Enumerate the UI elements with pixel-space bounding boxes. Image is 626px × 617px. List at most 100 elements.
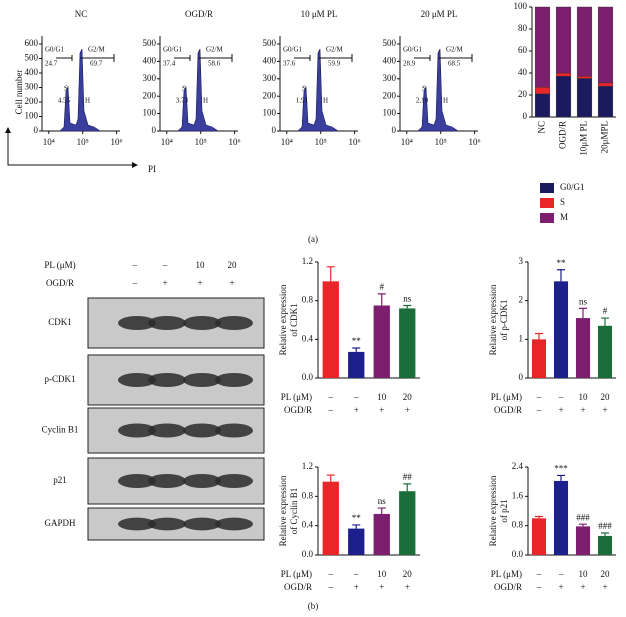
- gate-label: G0/G1: [45, 46, 65, 54]
- row-label: PL (μM): [491, 392, 522, 402]
- gate-label: G2/M: [206, 46, 224, 54]
- annotation: ###: [598, 521, 612, 531]
- error-bar: [352, 347, 361, 352]
- pl-cell: 10: [579, 569, 589, 579]
- bar-segment: [597, 82, 614, 87]
- ogd-cell: +: [379, 405, 384, 415]
- lane-label: +: [197, 278, 202, 288]
- pl-cell: –: [353, 392, 359, 402]
- bar-segment: [534, 93, 551, 118]
- row-label: PL (μM): [44, 260, 75, 270]
- y-tick-label: 100: [383, 108, 397, 118]
- x-tick-label: 10⁴: [281, 137, 293, 147]
- bar: [373, 305, 390, 378]
- histogram: [177, 48, 219, 132]
- error-bar: [557, 269, 565, 282]
- y-tick-label: 0: [392, 125, 397, 135]
- bar-segment: [534, 6, 551, 88]
- row-label: OGD/R: [284, 582, 312, 592]
- x-tick-label: 10⁶: [111, 137, 123, 147]
- y-tick-label: 0.0: [302, 549, 314, 559]
- y-tick-label: 100: [143, 108, 157, 118]
- y-axis-label: Relative expression: [278, 284, 288, 355]
- h-label: H: [203, 97, 208, 105]
- bar: [399, 308, 416, 378]
- bar: [553, 480, 569, 555]
- bar: [348, 528, 365, 555]
- band: [118, 373, 156, 387]
- bar-segment: [555, 72, 572, 77]
- y-tick-label: 1: [519, 333, 524, 343]
- s-label: S: [422, 85, 426, 93]
- bar-segment: [576, 76, 593, 79]
- y-axis-label: Relative expression: [488, 475, 498, 546]
- x-tick-label: 10⁴: [161, 137, 173, 147]
- x-tick-label: 10⁴: [401, 137, 413, 147]
- error-bar: [377, 293, 386, 306]
- gate-label: G0/G1: [403, 46, 423, 54]
- lane-label: +: [229, 278, 234, 288]
- gate-value: 37.4: [163, 60, 176, 68]
- annotation: **: [352, 513, 362, 523]
- s-value: 3.73: [176, 97, 189, 105]
- y-tick-label: 0: [523, 111, 528, 121]
- error-bar: [326, 266, 335, 282]
- h-label: H: [85, 97, 90, 105]
- annotation: ***: [554, 463, 568, 473]
- y-tick-label: 500: [25, 53, 39, 63]
- y-tick-label: 300: [383, 73, 397, 83]
- panel-title: 20 μM PL: [421, 9, 458, 19]
- lane-label: –: [162, 260, 168, 270]
- y-axis-label: of Cyclin B1: [289, 488, 299, 535]
- gate-label: G2/M: [446, 46, 464, 54]
- band: [183, 474, 221, 488]
- y-tick-label: 400: [25, 67, 39, 77]
- y-tick-label: 40: [518, 67, 528, 77]
- y-tick-label: 300: [25, 82, 39, 92]
- bar-segment: [555, 76, 572, 118]
- band: [148, 517, 186, 531]
- pl-cell: 10: [579, 392, 589, 402]
- s-value: 4.55: [58, 97, 71, 105]
- gate: [56, 54, 115, 62]
- x-tick-label: 10⁵: [195, 137, 207, 147]
- pl-cell: –: [558, 392, 564, 402]
- y-axis-label: of p-CDK1: [499, 300, 509, 341]
- bar-segment: [576, 6, 593, 77]
- row-label: PL (μM): [281, 569, 312, 579]
- bar: [531, 339, 547, 378]
- ogd-cell: –: [328, 405, 334, 415]
- row-label: OGD/R: [284, 405, 312, 415]
- gate-value: 69.7: [90, 60, 103, 68]
- x-tick-label: 20μMPL: [600, 121, 610, 153]
- gate: [174, 54, 233, 62]
- bar-segment: [597, 6, 614, 84]
- y-tick-label: 500: [143, 38, 157, 48]
- bar: [553, 281, 569, 378]
- gate-value: 68.5: [448, 60, 461, 68]
- error-bar: [579, 523, 587, 527]
- y-tick-label: 0: [519, 372, 524, 382]
- band: [183, 423, 221, 438]
- band: [148, 316, 186, 330]
- lane-label: –: [132, 260, 138, 270]
- s-label: S: [182, 85, 186, 93]
- ogd-cell: +: [405, 405, 410, 415]
- y-tick-label: 2.4: [512, 461, 524, 471]
- band: [118, 423, 156, 438]
- y-tick-label: 400: [143, 55, 157, 65]
- bar-segment: [534, 87, 551, 95]
- bar: [373, 513, 390, 555]
- band: [183, 316, 221, 330]
- y-tick-label: 400: [263, 55, 277, 65]
- y-axis-label: of p21: [499, 499, 509, 522]
- annotation: #: [380, 282, 385, 292]
- error-bar: [403, 304, 412, 309]
- band: [215, 517, 253, 531]
- y-tick-label: 100: [263, 108, 277, 118]
- bar-segment: [576, 78, 593, 118]
- y-tick-label: 100: [25, 111, 39, 121]
- histogram: [297, 48, 339, 132]
- y-tick-label: 400: [383, 55, 397, 65]
- band: [215, 474, 253, 488]
